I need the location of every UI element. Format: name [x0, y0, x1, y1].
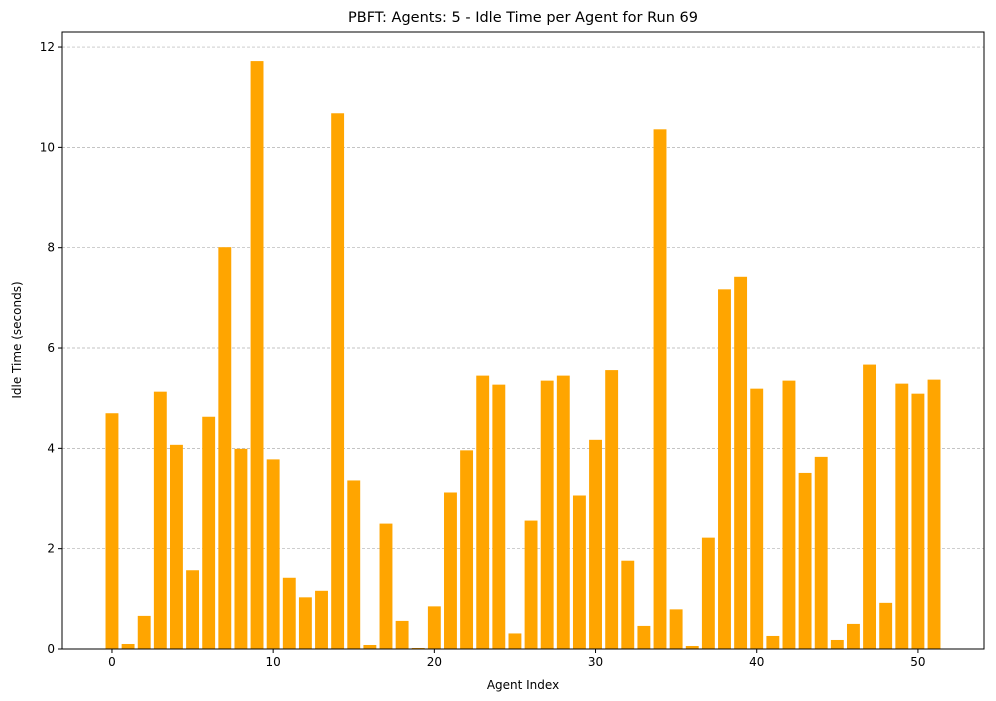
x-axis-label: Agent Index [487, 678, 559, 692]
bar [798, 472, 812, 649]
bar [701, 537, 715, 649]
bar [218, 247, 232, 649]
bar [911, 393, 925, 649]
bar [556, 375, 570, 649]
bar [669, 609, 683, 649]
plot-frame [61, 31, 985, 650]
bar [540, 380, 554, 649]
bar [621, 560, 635, 649]
bar [250, 61, 264, 650]
x-axis: 0 10 20 30 40 50 [108, 649, 926, 669]
bar [379, 523, 393, 649]
bar [460, 450, 474, 649]
bar [315, 590, 328, 649]
x-tick-label: 10 [266, 655, 281, 669]
bar [685, 645, 699, 649]
x-tick-label: 40 [749, 655, 764, 669]
bar [331, 113, 345, 649]
bar [169, 444, 183, 649]
bar [395, 620, 409, 649]
bar [895, 383, 909, 649]
x-tick-label: 30 [588, 655, 603, 669]
bar [476, 375, 490, 649]
bar [830, 639, 844, 649]
y-tick-label: 0 [47, 642, 55, 656]
bar [186, 570, 200, 649]
bar [363, 644, 377, 649]
bar [782, 380, 796, 649]
bar [718, 289, 731, 649]
y-tick-label: 2 [47, 542, 55, 556]
bar [347, 480, 361, 649]
bar [750, 388, 764, 649]
y-tick-label: 4 [47, 441, 55, 455]
y-tick-label: 10 [40, 140, 55, 154]
bar [524, 520, 538, 649]
y-tick-label: 8 [47, 241, 55, 255]
x-tick-label: 50 [910, 655, 925, 669]
bar [492, 384, 506, 649]
bar [427, 606, 441, 649]
bar [121, 643, 135, 649]
bar [572, 495, 586, 649]
bar [508, 633, 522, 649]
chart-title: PBFT: Agents: 5 - Idle Time per Agent fo… [348, 10, 698, 26]
y-axis: 0 2 4 6 8 10 12 [40, 40, 62, 656]
bar [105, 413, 119, 649]
bar [927, 379, 941, 649]
gridlines [62, 46, 984, 650]
x-tick-label: 20 [427, 655, 442, 669]
x-tick-label: 0 [108, 655, 116, 669]
bars [105, 61, 941, 650]
bar [266, 459, 280, 649]
bar [234, 448, 248, 649]
bar [605, 370, 619, 649]
bar [282, 577, 296, 649]
bar [879, 602, 893, 649]
bar [846, 623, 860, 649]
bar [653, 129, 667, 650]
bar [734, 276, 748, 649]
bar [137, 615, 151, 649]
bar [863, 364, 877, 649]
bar [153, 391, 167, 649]
y-tick-label: 12 [40, 40, 55, 54]
bar [298, 597, 312, 649]
bar [411, 647, 425, 649]
bar [637, 625, 651, 649]
y-axis-label: Idle Time (seconds) [10, 281, 24, 398]
bar [814, 456, 828, 649]
bar [766, 635, 780, 649]
bar [202, 416, 216, 649]
y-tick-label: 6 [47, 341, 55, 355]
bar [589, 439, 602, 649]
bar [444, 492, 457, 649]
